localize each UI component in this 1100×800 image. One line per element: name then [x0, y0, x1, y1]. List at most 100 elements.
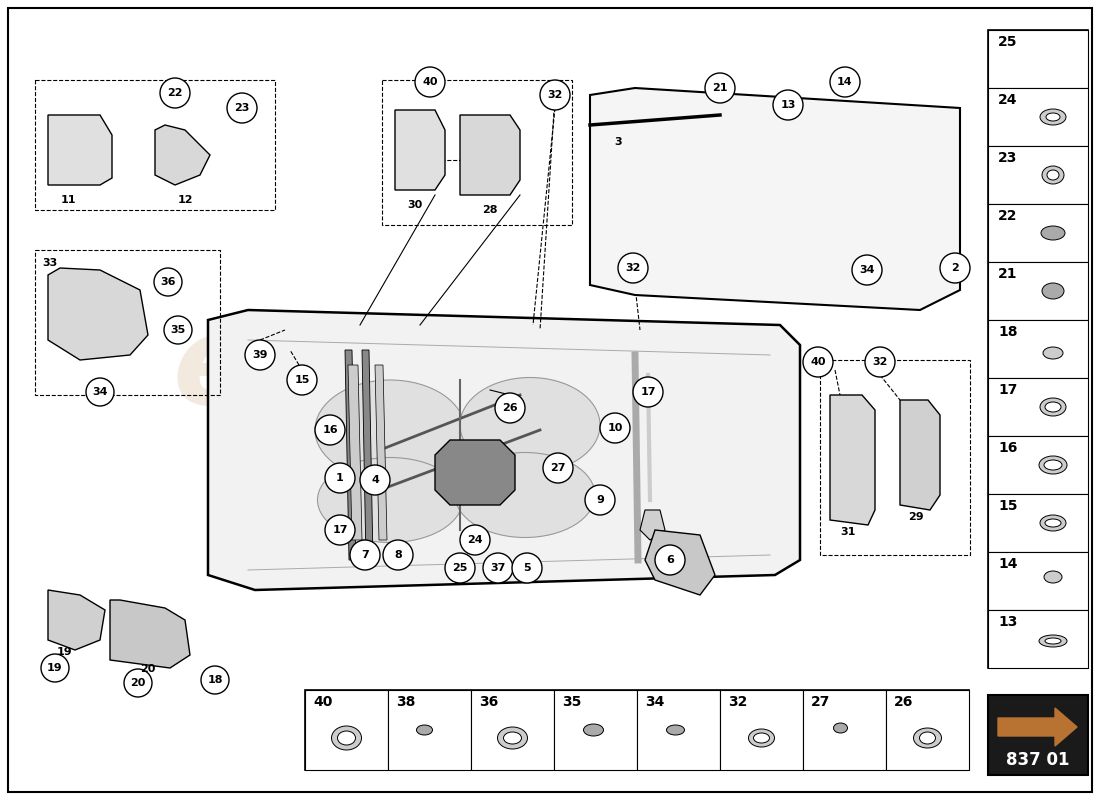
Ellipse shape: [913, 728, 942, 748]
Text: 24: 24: [998, 93, 1018, 107]
Bar: [988, 436, 1088, 494]
Text: 25: 25: [998, 35, 1018, 49]
Ellipse shape: [1044, 460, 1061, 470]
Text: 24: 24: [468, 535, 483, 545]
Text: 22: 22: [167, 88, 183, 98]
Polygon shape: [460, 115, 520, 195]
Ellipse shape: [834, 723, 847, 733]
Text: 1: 1: [337, 473, 344, 483]
Text: 22: 22: [998, 209, 1018, 223]
Ellipse shape: [748, 729, 774, 747]
Text: 6: 6: [667, 555, 674, 565]
Bar: [803, 690, 886, 770]
Bar: [988, 30, 1088, 668]
Bar: [471, 690, 554, 770]
Bar: [988, 494, 1088, 552]
Text: 10: 10: [607, 423, 623, 433]
Circle shape: [618, 253, 648, 283]
Text: 19: 19: [47, 663, 63, 673]
Text: 13: 13: [780, 100, 795, 110]
Text: 33: 33: [42, 258, 57, 268]
Text: 18: 18: [998, 325, 1018, 339]
Ellipse shape: [1046, 113, 1060, 121]
Circle shape: [705, 73, 735, 103]
Ellipse shape: [1040, 398, 1066, 416]
Text: 36: 36: [478, 695, 498, 709]
Bar: [637, 690, 720, 770]
Ellipse shape: [315, 380, 465, 480]
Text: 27: 27: [550, 463, 565, 473]
Text: 12: 12: [177, 195, 192, 205]
Text: 40: 40: [422, 77, 438, 87]
Circle shape: [164, 316, 192, 344]
Text: 3: 3: [614, 137, 622, 147]
Ellipse shape: [455, 453, 595, 538]
Text: 15: 15: [295, 375, 310, 385]
Bar: [720, 690, 803, 770]
Bar: [988, 378, 1088, 436]
Circle shape: [160, 78, 190, 108]
Bar: [820, 360, 970, 555]
Text: eurocars: eurocars: [172, 310, 788, 430]
Circle shape: [350, 540, 380, 570]
Text: 36: 36: [161, 277, 176, 287]
Text: 15: 15: [998, 499, 1018, 513]
Circle shape: [154, 268, 182, 296]
Ellipse shape: [497, 727, 528, 749]
Text: 30: 30: [407, 200, 422, 210]
Text: 17: 17: [332, 525, 348, 535]
Text: a passion for cars since 1985: a passion for cars since 1985: [277, 426, 683, 454]
Polygon shape: [48, 590, 104, 650]
Bar: [988, 695, 1088, 775]
Ellipse shape: [1045, 519, 1062, 527]
Text: 11: 11: [60, 195, 76, 205]
Text: 2: 2: [952, 263, 959, 273]
Circle shape: [287, 365, 317, 395]
Ellipse shape: [1045, 402, 1062, 412]
Ellipse shape: [417, 725, 432, 735]
Circle shape: [483, 553, 513, 583]
Circle shape: [803, 347, 833, 377]
Ellipse shape: [1040, 109, 1066, 125]
Text: 40: 40: [811, 357, 826, 367]
Circle shape: [86, 378, 114, 406]
Text: 16: 16: [998, 441, 1018, 455]
Ellipse shape: [331, 726, 362, 750]
Text: 23: 23: [998, 151, 1018, 165]
Text: 9: 9: [596, 495, 604, 505]
Bar: [305, 690, 388, 770]
Polygon shape: [1045, 53, 1062, 65]
Circle shape: [446, 553, 475, 583]
Ellipse shape: [583, 724, 604, 736]
Text: 25: 25: [452, 563, 468, 573]
Polygon shape: [48, 268, 148, 360]
Circle shape: [415, 67, 446, 97]
Polygon shape: [645, 530, 715, 595]
Text: 32: 32: [625, 263, 640, 273]
Text: 35: 35: [562, 695, 582, 709]
Ellipse shape: [1040, 515, 1066, 531]
Polygon shape: [208, 310, 800, 590]
Text: 17: 17: [640, 387, 656, 397]
Text: 39: 39: [252, 350, 267, 360]
Bar: [305, 690, 969, 770]
Text: 32: 32: [728, 695, 747, 709]
Ellipse shape: [318, 458, 462, 542]
Polygon shape: [900, 400, 940, 510]
Bar: [988, 88, 1088, 146]
Text: 26: 26: [894, 695, 913, 709]
Ellipse shape: [1045, 638, 1062, 644]
Circle shape: [585, 485, 615, 515]
Circle shape: [360, 465, 390, 495]
Bar: [988, 204, 1088, 262]
Text: 20: 20: [141, 664, 156, 674]
Polygon shape: [830, 395, 874, 525]
Bar: [554, 690, 637, 770]
Text: 7: 7: [361, 550, 368, 560]
Polygon shape: [640, 510, 666, 540]
Circle shape: [654, 545, 685, 575]
Text: 38: 38: [396, 695, 416, 709]
Text: 35: 35: [170, 325, 186, 335]
Polygon shape: [155, 125, 210, 185]
Bar: [886, 690, 969, 770]
